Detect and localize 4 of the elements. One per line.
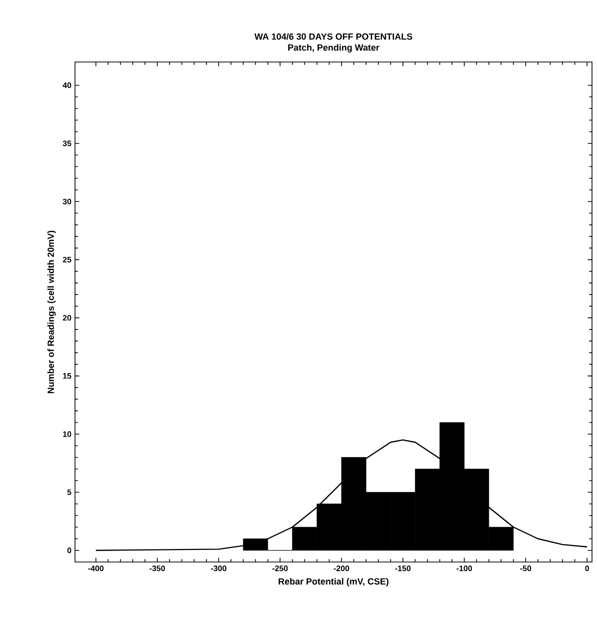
chart-subtitle: Patch, Pending Water (288, 44, 380, 53)
chart-title: WA 104/6 30 DAYS OFF POTENTIALS (254, 33, 412, 40)
y-axis-title: Number of Readings (cell width 20mV) (47, 230, 56, 394)
x-axis-title: Rebar Potential (mV, CSE) (278, 578, 388, 586)
